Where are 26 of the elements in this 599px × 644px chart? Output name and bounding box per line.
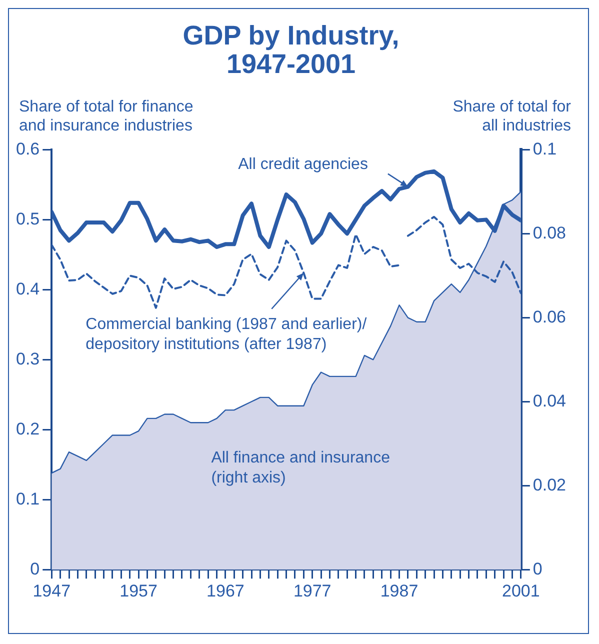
x-tick-label: 1957 xyxy=(120,581,158,600)
y-tick-label: 0.5 xyxy=(16,209,40,228)
x-tick-label: 1987 xyxy=(380,581,418,600)
annotation: Commercial banking (1987 and earlier)/ depository institutions (after 1987) xyxy=(86,316,368,353)
y2-tick-label: 0.06 xyxy=(532,307,566,326)
y-tick-label: 0.2 xyxy=(16,419,40,438)
y-tick-label: 0.4 xyxy=(16,279,40,298)
y2-tick-label: 0 xyxy=(532,559,542,578)
x-tick-label: 1977 xyxy=(293,581,332,600)
line-series xyxy=(52,233,400,309)
annotation: All credit agencies xyxy=(238,156,368,173)
y2-tick-label: 0.08 xyxy=(532,223,566,242)
y-axis-title: Share of total for finance and insurance industries xyxy=(19,98,194,135)
y-tick-label: 0.3 xyxy=(16,349,40,368)
x-tick-label: 2001 xyxy=(502,581,540,600)
y2-tick-label: 0.04 xyxy=(532,391,566,410)
x-tick-label: 1947 xyxy=(32,581,71,600)
y2-axis-title: Share of total for all industries xyxy=(452,98,572,135)
y2-tick-label: 0.1 xyxy=(532,139,557,158)
x-tick-label: 1967 xyxy=(206,581,244,600)
y-tick-label: 0.6 xyxy=(16,139,40,158)
y2-tick-label: 0.02 xyxy=(532,475,566,494)
annotation: All finance and insurance (right axis) xyxy=(211,450,390,487)
y-tick-label: 0 xyxy=(30,559,40,578)
y-tick-label: 0.1 xyxy=(16,489,40,508)
chart-title: GDP by Industry, 1947-2001 xyxy=(182,20,400,79)
